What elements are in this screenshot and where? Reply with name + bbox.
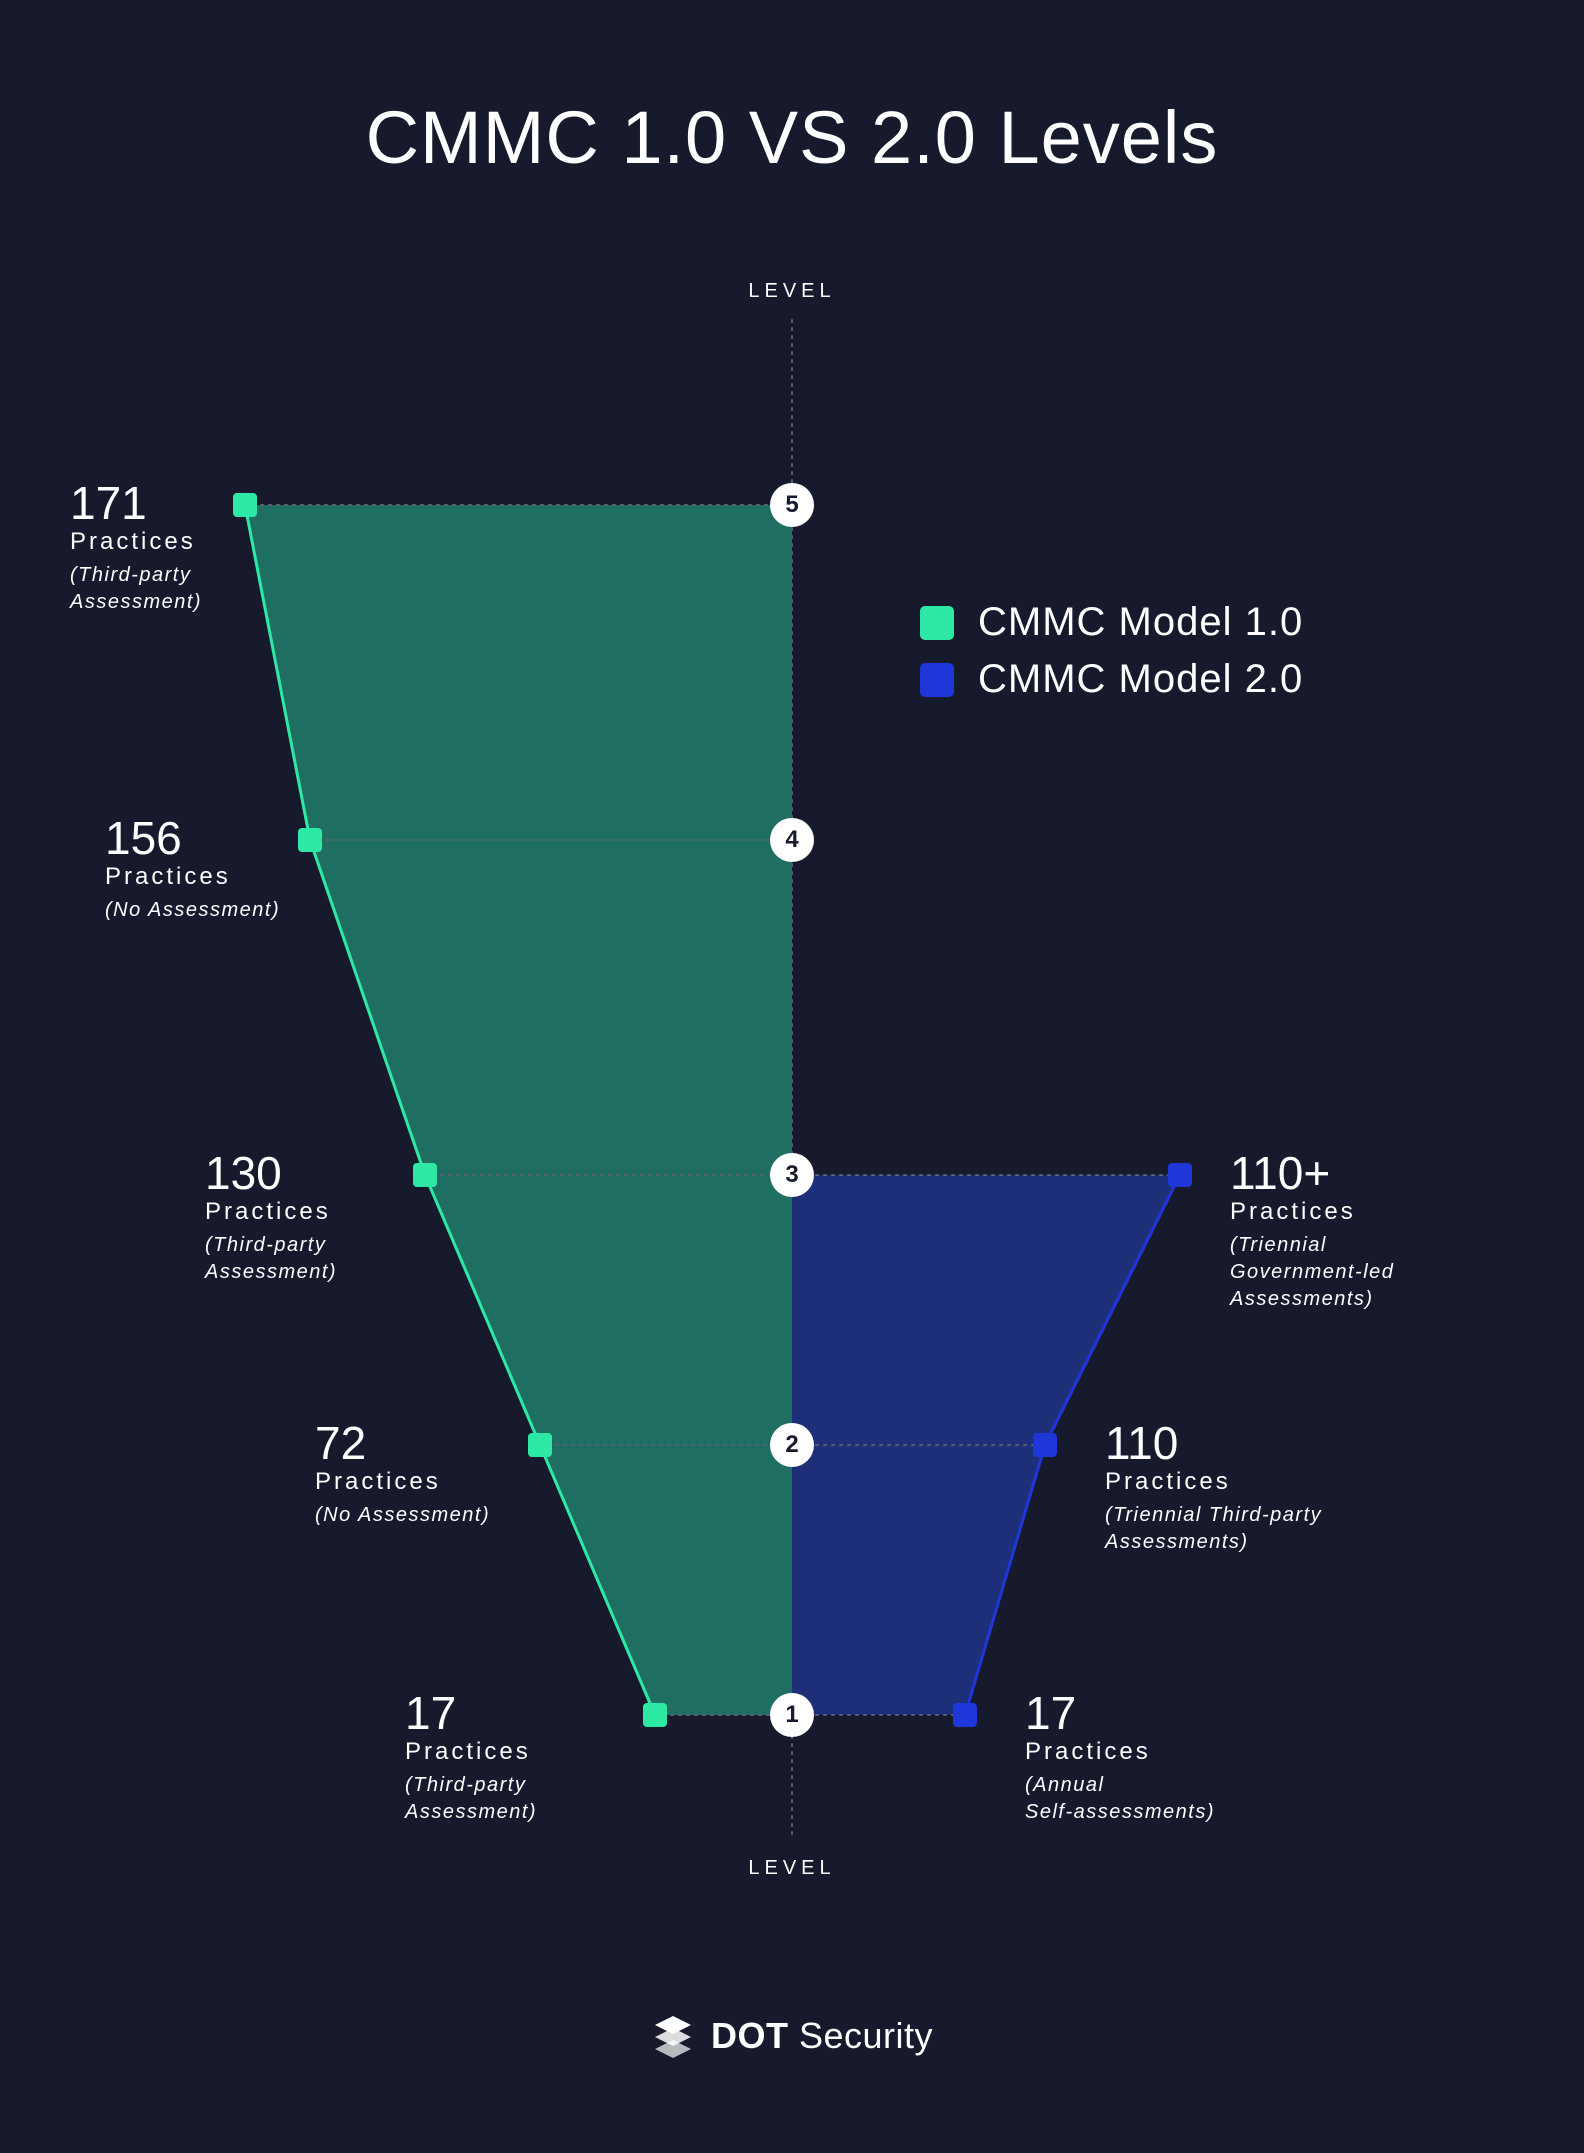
level-badge-5: 5 — [770, 483, 814, 527]
series1-marker-l2 — [528, 1433, 552, 1457]
page-title: CMMC 1.0 VS 2.0 Levels — [0, 95, 1584, 180]
level-badge-1: 1 — [770, 1693, 814, 1737]
legend: CMMC Model 1.0 CMMC Model 2.0 — [920, 600, 1303, 714]
series2-label-l3: 110+Practices(TriennialGovernment-ledAss… — [1230, 1150, 1394, 1313]
footer-brand: DOT Security — [711, 2015, 933, 2057]
series1-marker-l3 — [413, 1163, 437, 1187]
series1-label-l1: 17Practices(Third-partyAssessment) — [405, 1690, 537, 1826]
stack-icon — [651, 2014, 695, 2058]
axis-label-top: LEVEL — [748, 280, 835, 303]
series1-label-l3: 130Practices(Third-partyAssessment) — [205, 1150, 337, 1286]
level-badge-4: 4 — [770, 818, 814, 862]
series1-label-l5: 171Practices(Third-partyAssessment) — [70, 480, 202, 616]
chart: LEVEL LEVEL 1 2 3 4 5 171Practices(Third-part… — [0, 280, 1584, 1880]
series1-label-l2: 72Practices(No Assessment) — [315, 1420, 490, 1529]
footer: DOT Security — [0, 2014, 1584, 2058]
series1-marker-l5 — [233, 493, 257, 517]
legend-label: CMMC Model 1.0 — [978, 600, 1303, 645]
series1-marker-l1 — [643, 1703, 667, 1727]
legend-item-0: CMMC Model 1.0 — [920, 600, 1303, 645]
legend-label: CMMC Model 2.0 — [978, 657, 1303, 702]
level-badge-3: 3 — [770, 1153, 814, 1197]
level-badge-2: 2 — [770, 1423, 814, 1467]
legend-swatch — [920, 663, 954, 697]
series2-label-l1: 17Practices(AnnualSelf-assessments) — [1025, 1690, 1215, 1826]
series1-label-l4: 156Practices(No Assessment) — [105, 815, 280, 924]
series2-marker-l2 — [1033, 1433, 1057, 1457]
footer-brand-bold: DOT — [711, 2015, 789, 2056]
series2-marker-l1 — [953, 1703, 977, 1727]
series1-marker-l4 — [298, 828, 322, 852]
series2-label-l2: 110Practices(Triennial Third-partyAssess… — [1105, 1420, 1322, 1556]
axis-label-bottom: LEVEL — [748, 1857, 835, 1880]
legend-item-1: CMMC Model 2.0 — [920, 657, 1303, 702]
series2-marker-l3 — [1168, 1163, 1192, 1187]
legend-swatch — [920, 606, 954, 640]
footer-brand-rest: Security — [788, 2015, 933, 2056]
